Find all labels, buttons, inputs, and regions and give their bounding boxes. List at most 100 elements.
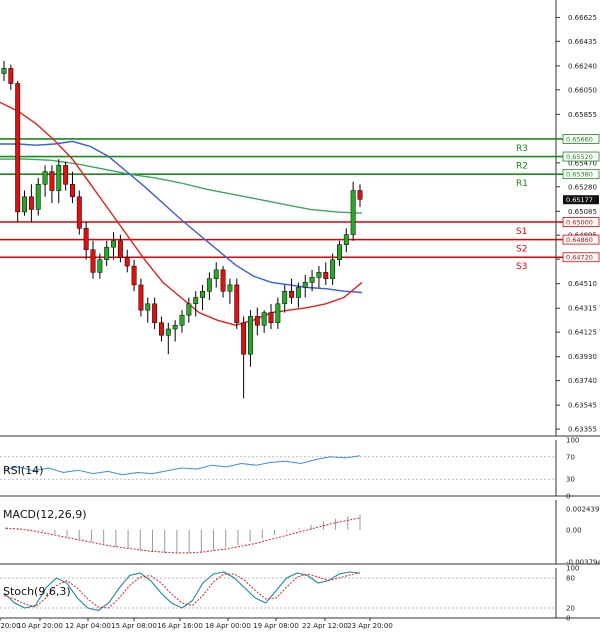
rsi-panel: 100 70 30 0 RSI(14): [0, 437, 600, 501]
candle: [200, 284, 205, 311]
level-tag-box: [562, 234, 600, 245]
candle-body-up: [165, 328, 171, 336]
price-tick-label: 0.65085: [568, 208, 597, 216]
candle: [254, 307, 260, 336]
candle-body-down: [117, 240, 123, 258]
level-tag-r1: 0.65380: [566, 171, 593, 179]
x-tick-label: 16 Apr 16:00: [157, 622, 203, 630]
candle-body-down: [289, 290, 294, 298]
rsi-tick-label: 70: [566, 453, 575, 461]
candle: [241, 316, 247, 399]
level-tag-s1: 0.65000: [566, 219, 593, 227]
macd-tick-label: 0.00: [566, 526, 582, 534]
candle: [145, 297, 151, 323]
level-name-r3: R3: [516, 144, 528, 154]
stoch-k-line: [3, 571, 361, 612]
candle-body-down: [234, 284, 240, 323]
candle-body-up: [104, 246, 110, 261]
candle: [206, 272, 212, 301]
candle: [179, 310, 185, 333]
candle-body-down: [76, 196, 82, 229]
candle: [76, 190, 82, 235]
ma-green-line: [0, 158, 363, 214]
candle: [1, 60, 7, 82]
candle: [357, 184, 363, 207]
candle-body-up: [1, 68, 7, 74]
current-price-label: 0.65177: [566, 196, 593, 204]
candle-body-up: [22, 196, 27, 213]
candle-body-up: [145, 303, 151, 311]
candle-body-up: [213, 269, 219, 279]
candle: [152, 297, 158, 329]
price-plot-area: [0, 0, 556, 436]
candle-body-up: [316, 272, 322, 278]
stoch-d-line: [3, 572, 361, 609]
price-tick-label: 0.65470: [568, 159, 597, 167]
candle: [220, 266, 226, 298]
candle: [22, 190, 27, 216]
rsi-line: [3, 455, 361, 476]
candle: [323, 262, 329, 285]
candle-body-down: [138, 284, 144, 311]
candle: [275, 297, 281, 329]
price-tick-label: 0.64510: [568, 280, 597, 288]
level-tag-box: [562, 169, 600, 180]
candle: [56, 159, 62, 204]
candle-body-up: [200, 290, 205, 298]
level-name-s1: S1: [516, 227, 527, 237]
price-tick-label: 0.66435: [568, 38, 597, 46]
candle: [28, 184, 34, 222]
candle: [83, 222, 89, 260]
candle: [186, 297, 192, 323]
candle-body-down: [254, 316, 260, 326]
macd-tick-label: 0.002439: [566, 506, 599, 514]
candle: [104, 240, 110, 267]
level-tag-box: [562, 134, 600, 144]
candle: [330, 253, 336, 285]
x-tick-label: 23 Apr 20:00: [347, 622, 393, 630]
candle-body-up: [179, 314, 185, 326]
rsi-label: RSI(14): [3, 464, 43, 477]
macd-signal-line: [5, 517, 361, 554]
x-tick-label: 10 Apr 20:00: [17, 622, 63, 630]
candle: [15, 81, 21, 222]
candle: [90, 240, 96, 279]
candle-body-up: [337, 244, 342, 261]
price-tick-label: 0.64125: [568, 329, 597, 337]
macd-panel: 0.002439 0.00 -0.003794 MACD(12,26,9): [0, 500, 600, 567]
stoch-tick-label: 100: [566, 565, 579, 573]
candle-body-up: [97, 259, 103, 273]
candle-body-up: [193, 297, 199, 305]
price-tick-label: 0.66625: [568, 14, 597, 22]
candle: [97, 253, 103, 279]
level-tag-s2: 0.64860: [566, 236, 593, 244]
candle: [35, 177, 41, 216]
macd-label: MACD(12,26,9): [3, 508, 87, 521]
candle-body-down: [49, 171, 55, 191]
x-tick-label: 12 Apr 04:00: [65, 622, 111, 630]
candle: [131, 259, 137, 292]
x-tick-label: 22 Apr 12:00: [302, 622, 348, 630]
candle: [70, 171, 75, 204]
ma-red-line: [0, 101, 363, 326]
level-tag-r2: 0.65520: [566, 153, 593, 161]
price-tick-label: 0.63355: [568, 426, 597, 434]
candle-body-down: [15, 83, 21, 213]
candle-body-up: [302, 282, 308, 288]
candle: [138, 278, 144, 317]
price-tick-label: 0.64315: [568, 305, 597, 313]
level-tag-s3: 0.64720: [566, 254, 593, 262]
candle-body-down: [8, 68, 14, 84]
candle-body-up: [248, 316, 253, 355]
candle: [165, 322, 171, 355]
candle-body-down: [268, 312, 274, 323]
macd-tick-label: -0.003794: [566, 559, 600, 567]
candle: [316, 266, 322, 288]
price-panel: 0.66625 0.66435 0.66240 0.66050 0.65855 0.654…: [0, 0, 600, 437]
candle: [261, 310, 267, 333]
candle-body-down: [28, 196, 34, 210]
candle-body-down: [90, 249, 96, 273]
candle-body-up: [42, 171, 48, 185]
